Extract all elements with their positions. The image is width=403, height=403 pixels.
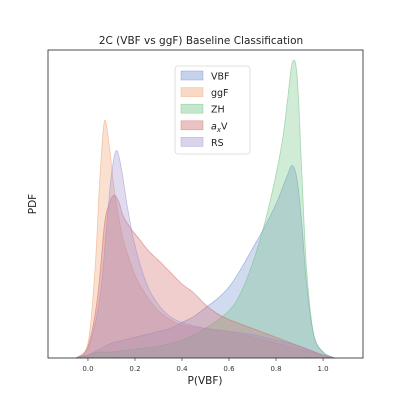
series-line-vbf <box>76 165 335 359</box>
x-tick-label: 0.4 <box>176 365 188 373</box>
legend-swatch <box>180 87 204 97</box>
legend-label: RS <box>211 138 224 149</box>
legend-box <box>174 65 251 155</box>
x-tick-label: 0.2 <box>129 365 140 373</box>
plot-frame <box>47 49 364 359</box>
x-axis-label: P(VBF) <box>188 375 223 387</box>
legend-items: VBF ggF ZH axV RS <box>180 70 229 149</box>
series-area-a-xv <box>76 195 335 358</box>
x-ticks: 0.0 0.2 0.4 0.6 0.8 1.0 <box>82 358 329 373</box>
chart-title: 2C (VBF vs ggF) Baseline Classification <box>99 35 303 47</box>
series-layer <box>75 59 335 359</box>
legend-label: ggF <box>211 88 229 99</box>
series-area-ggf <box>76 120 335 358</box>
series-area-rs <box>76 150 335 358</box>
series-line-rs <box>75 150 335 359</box>
x-tick-label: 0.0 <box>82 365 93 373</box>
x-tick-label: 0.6 <box>223 365 235 373</box>
legend: VBF ggF ZH axV RS <box>174 65 251 155</box>
legend-label: VBF <box>211 72 229 83</box>
series-area-zh <box>76 60 335 359</box>
legend-swatch <box>180 70 204 81</box>
series-area-vbf <box>76 165 335 358</box>
series-line-ggf <box>75 119 335 359</box>
x-tick-label: 1.0 <box>317 365 328 373</box>
legend-swatch <box>180 103 204 114</box>
y-axis-label: PDF <box>27 194 39 214</box>
legend-swatch <box>180 120 204 131</box>
x-tick-label: 0.8 <box>270 365 281 373</box>
legend-label: ZH <box>211 105 225 116</box>
legend-swatch <box>180 137 204 147</box>
series-line-zh <box>76 59 335 359</box>
legend-label: axV <box>211 121 228 134</box>
series-line-a-xv <box>75 194 335 359</box>
